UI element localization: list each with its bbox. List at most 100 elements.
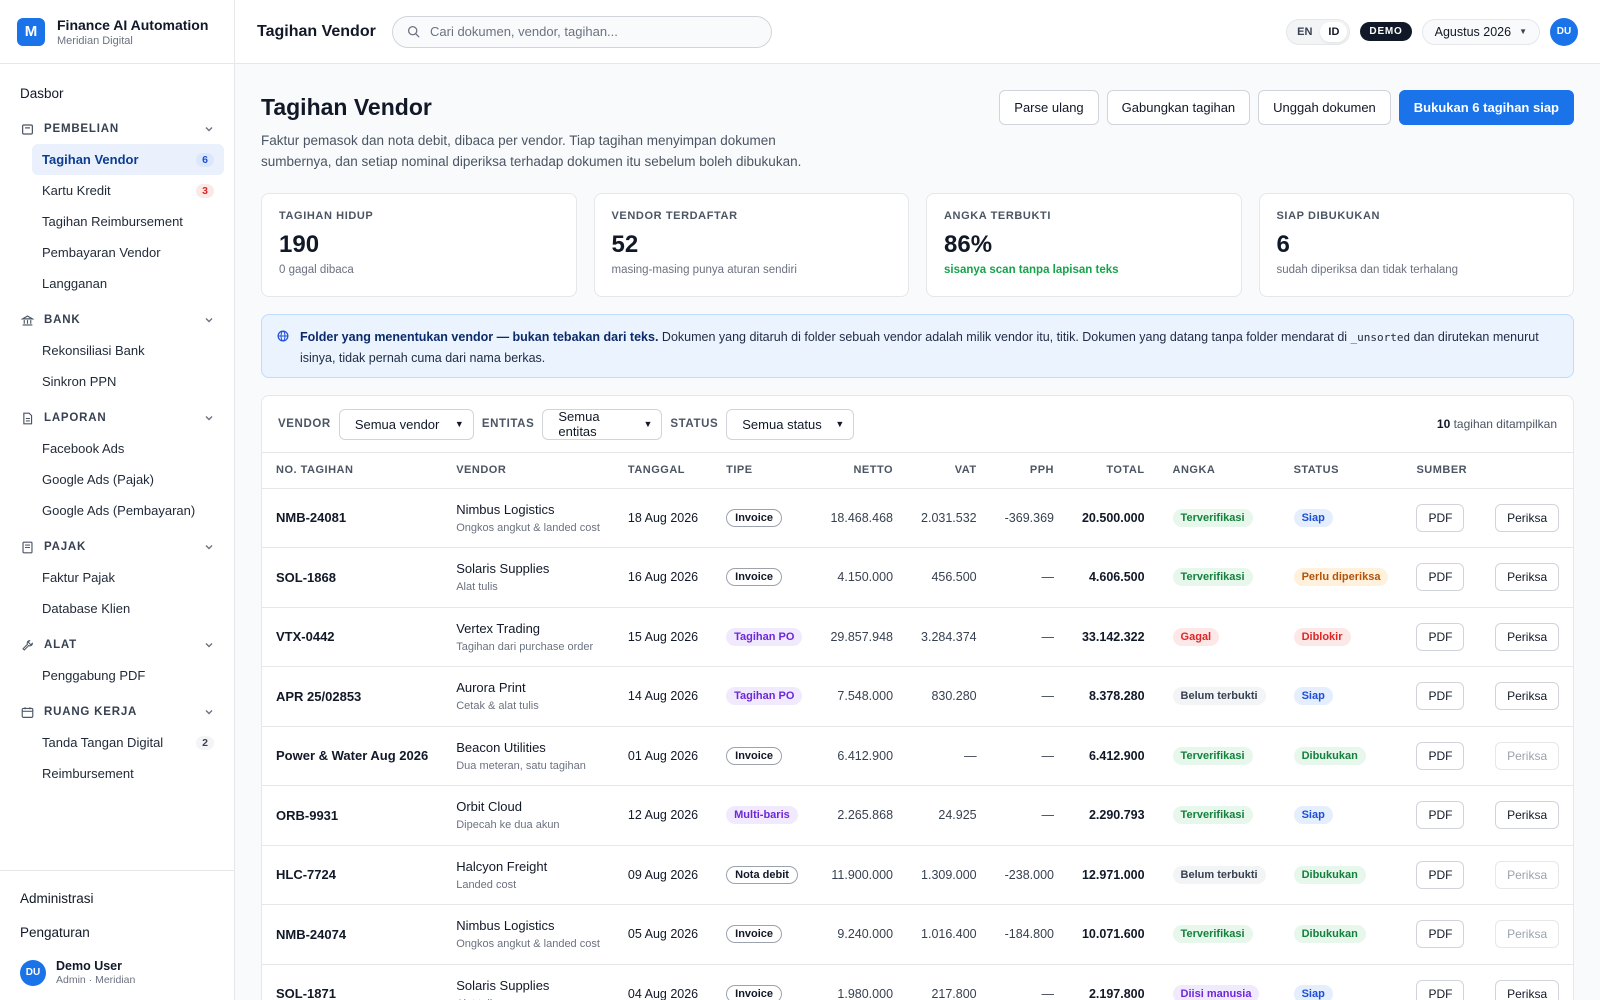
nav-group-header[interactable]: RUANG KERJA <box>10 697 224 727</box>
nav-dashboard[interactable]: Dasbor <box>20 86 64 101</box>
table-row[interactable]: SOL-1871 Solaris Supplies Alat tulis 04 Aug… <box>262 964 1574 1000</box>
table-row[interactable]: NMB-24081 Nimbus Logistics Ongkos angkut &… <box>262 488 1574 548</box>
pdf-button[interactable]: PDF <box>1416 979 1465 1000</box>
sidebar-item-google-ads-pembayaran[interactable]: Google Ads (Pembayaran) <box>10 495 224 526</box>
status-filter-select[interactable]: Semua status ▼ <box>726 408 855 440</box>
angka-badge: Terverifikasi <box>1172 806 1253 825</box>
pdf-button[interactable]: PDF <box>1416 682 1465 711</box>
search-input[interactable] <box>430 24 757 39</box>
table-row[interactable]: VTX-0442 Vertex Trading Tagihan dari purch… <box>262 607 1574 667</box>
nav-group: LAPORAN Facebook Ads Google Ads (Pajak) Goo… <box>10 403 224 526</box>
bill-number: ORB-9931 <box>262 785 443 846</box>
sidebar-item-sinkron-ppn[interactable]: Sinkron PPN <box>10 366 224 397</box>
sidebar-item-facebook-ads[interactable]: Facebook Ads <box>10 433 224 464</box>
review-button[interactable]: Periksa <box>1495 801 1560 830</box>
chevron-down-icon[interactable] <box>204 413 214 423</box>
nav-group-header[interactable]: LAPORAN <box>10 403 224 433</box>
table-row[interactable]: Power & Water Aug 2026 Beacon Utilities Du… <box>262 726 1574 786</box>
nav-settings[interactable]: Pengaturan <box>20 925 90 940</box>
nav-group-header[interactable]: BANK <box>10 305 224 335</box>
status-badge: Dibukukan <box>1293 925 1366 944</box>
netto-value: 7.548.000 <box>816 666 908 727</box>
nav-admin[interactable]: Administrasi <box>20 891 94 906</box>
review-button[interactable]: Periksa <box>1495 682 1560 711</box>
status-cell: Dibukukan <box>1279 845 1403 905</box>
sidebar-item-reimbursement[interactable]: Reimbursement <box>10 758 224 789</box>
source-cell: PDF <box>1402 726 1482 786</box>
chevron-down-icon[interactable] <box>204 315 214 325</box>
vendor-subtitle: Alat tulis <box>456 998 600 1000</box>
table-row[interactable]: HLC-7724 Halcyon Freight Landed cost 09 Aug… <box>262 845 1574 905</box>
chevron-down-icon[interactable] <box>204 707 214 717</box>
angka-badge: Terverifikasi <box>1172 568 1253 587</box>
merge-bills-button[interactable]: Gabungkan tagihan <box>1106 90 1251 125</box>
sidebar-item-faktur-pajak[interactable]: Faktur Pajak <box>10 562 224 593</box>
nav-group-header[interactable]: PAJAK <box>10 532 224 562</box>
lang-en-button[interactable]: EN <box>1297 25 1313 38</box>
status-badge: Diblokir <box>1293 627 1351 646</box>
book-ready-bills-button[interactable]: Bukukan 6 tagihan siap <box>1398 90 1574 125</box>
sidebar-item-kartu-kredit[interactable]: Kartu Kredit 3 <box>10 175 224 206</box>
type-badge: Tagihan PO <box>726 687 803 706</box>
search-box[interactable] <box>392 15 772 48</box>
stat-value: 190 <box>279 231 320 258</box>
chevron-down-icon[interactable] <box>204 124 214 134</box>
chevron-down-icon[interactable] <box>204 542 214 552</box>
pdf-button[interactable]: PDF <box>1416 741 1465 770</box>
user-profile[interactable]: DU Demo User Admin · Meridian <box>10 953 224 986</box>
stat-card: ANGKA TERBUKTI 86% sisanya scan tanpa la… <box>926 193 1242 297</box>
info-code: _unsorted <box>1350 331 1411 344</box>
pdf-button[interactable]: PDF <box>1416 622 1465 651</box>
pdf-button[interactable]: PDF <box>1416 503 1465 532</box>
nav-group-header[interactable]: ALAT <box>10 630 224 660</box>
upload-document-button[interactable]: Unggah dokumen <box>1258 90 1391 125</box>
pdf-button[interactable]: PDF <box>1416 563 1465 592</box>
sidebar-item-tagihan-reimbursement[interactable]: Tagihan Reimbursement <box>10 206 224 237</box>
chevron-down-icon[interactable] <box>204 640 214 650</box>
pdf-button[interactable]: PDF <box>1416 801 1465 830</box>
pph-value: -184.800 <box>990 904 1068 965</box>
vendor-name: Solaris Supplies <box>456 561 550 577</box>
table-row[interactable]: SOL-1868 Solaris Supplies Alat tulis 16 Aug… <box>262 547 1574 608</box>
pdf-button[interactable]: PDF <box>1416 920 1465 949</box>
entity-filter-select[interactable]: Semua entitas ▼ <box>542 408 663 440</box>
sidebar-item-langganan[interactable]: Langganan <box>10 268 224 299</box>
lang-id-button[interactable]: ID <box>1320 21 1348 42</box>
pph-value: -238.000 <box>990 845 1068 905</box>
sidebar-item-tanda-tangan-digital[interactable]: Tanda Tangan Digital 2 <box>10 727 224 758</box>
brand[interactable]: M Finance AI Automation Meridian Digital <box>0 0 234 64</box>
status-cell: Dibukukan <box>1279 726 1403 786</box>
topbar-avatar[interactable]: DU <box>1550 17 1578 46</box>
brand-logo: M <box>17 17 45 46</box>
period-select[interactable]: Agustus 2026 ▼ <box>1421 18 1540 45</box>
review-button[interactable]: Periksa <box>1495 503 1560 532</box>
table-row[interactable]: ORB-9931 Orbit Cloud Dipecah ke dua akun 12… <box>262 785 1574 846</box>
vendor-filter-select[interactable]: Semua vendor ▼ <box>338 408 474 440</box>
content: Tagihan Vendor Faktur pemasok dan nota d… <box>235 64 1600 1000</box>
sidebar-item-pembayaran-vendor[interactable]: Pembayaran Vendor <box>10 237 224 268</box>
sidebar-item-database-klien[interactable]: Database Klien <box>10 593 224 624</box>
sidebar-item-tagihan-vendor[interactable]: Tagihan Vendor 6 <box>32 144 224 175</box>
topbar-right: EN ID DEMO Agustus 2026 ▼ DU <box>1286 17 1578 46</box>
sidebar-item-google-ads-pajak[interactable]: Google Ads (Pajak) <box>10 464 224 495</box>
bill-number: SOL-1871 <box>262 964 443 1000</box>
review-button[interactable]: Periksa <box>1495 563 1560 592</box>
count-badge: 6 <box>196 152 214 167</box>
review-button[interactable]: Periksa <box>1495 622 1560 651</box>
vendor-name: Vertex Trading <box>456 620 541 636</box>
nav-group: PEMBELIAN Tagihan Vendor 6 Kartu Kredit 3 Tag… <box>10 114 224 299</box>
type-badge: Tagihan PO <box>726 627 803 646</box>
total-value: 20.500.000 <box>1067 488 1159 548</box>
sidebar-item-rekonsiliasi-bank[interactable]: Rekonsiliasi Bank <box>10 335 224 366</box>
table-row[interactable]: APR 25/02853 Aurora Print Cetak & alat tul… <box>262 666 1574 727</box>
table-row[interactable]: NMB-24074 Nimbus Logistics Ongkos angkut &… <box>262 904 1574 965</box>
reparse-button[interactable]: Parse ulang <box>999 90 1099 125</box>
select-value: Semua entitas <box>558 409 600 439</box>
stats-row: TAGIHAN HIDUP 190 0 gagal dibaca VENDOR … <box>261 193 1574 297</box>
sidebar-item-penggabung-pdf[interactable]: Penggabung PDF <box>10 660 224 691</box>
vendor-subtitle: Landed cost <box>456 878 517 891</box>
nav-group-header[interactable]: PEMBELIAN <box>10 114 224 144</box>
pdf-button[interactable]: PDF <box>1416 860 1465 889</box>
shown-number: 10 <box>1436 417 1451 431</box>
review-button[interactable]: Periksa <box>1495 979 1560 1000</box>
